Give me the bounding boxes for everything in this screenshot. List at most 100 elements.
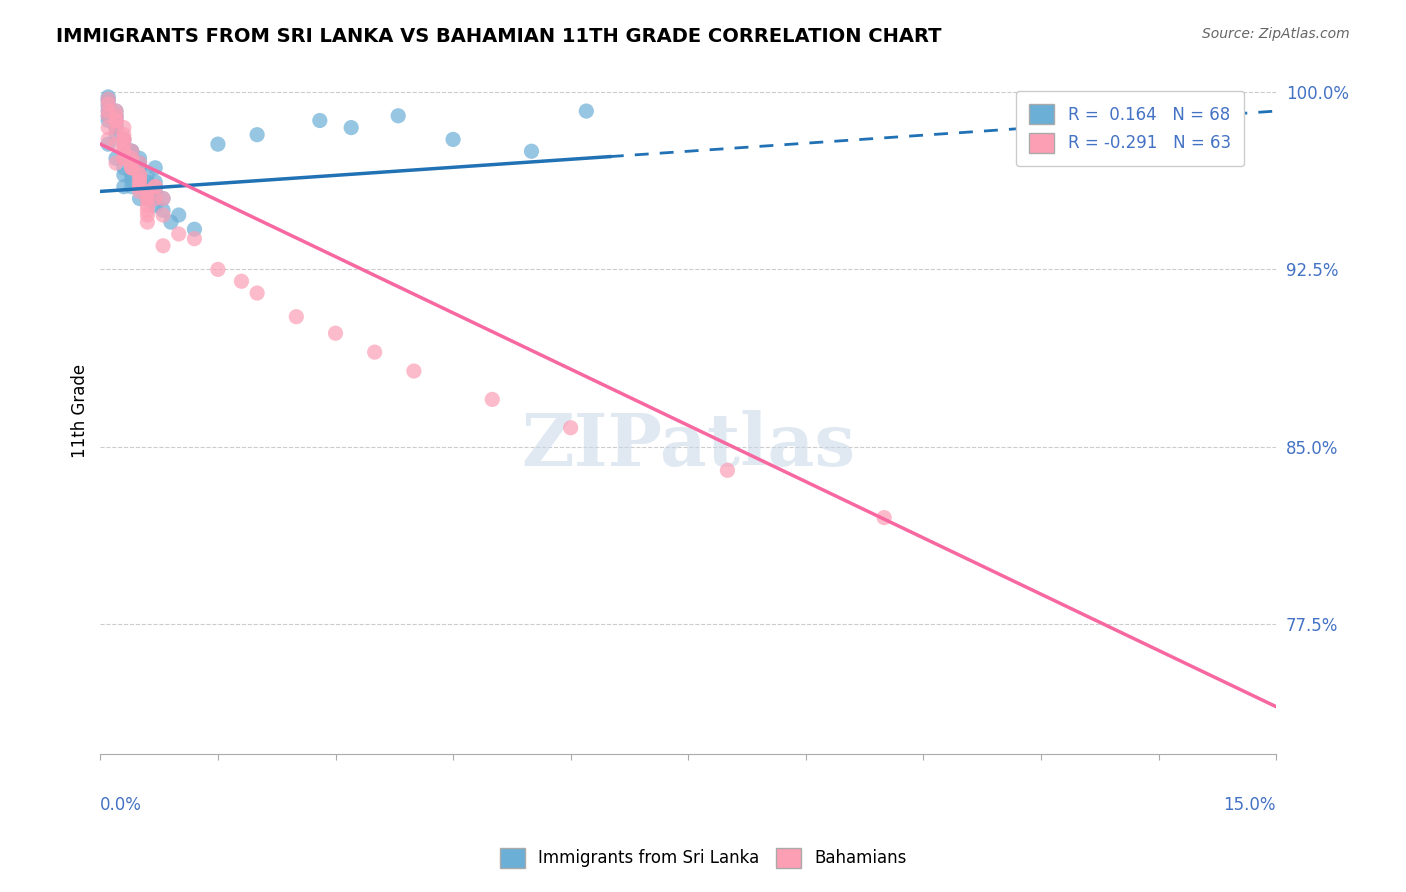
Point [112, 161, 135, 175]
Point [105, 111, 128, 125]
Point [285, 310, 308, 324]
Point [231, 274, 253, 288]
Point [128, 152, 150, 166]
Point [121, 156, 143, 170]
Point [97, 132, 120, 146]
Point [105, 152, 128, 166]
Point [112, 152, 135, 166]
Point [128, 185, 150, 199]
Legend: Immigrants from Sri Lanka, Bahamians: Immigrants from Sri Lanka, Bahamians [494, 841, 912, 875]
Point [402, 364, 425, 378]
Point [97, 99, 120, 113]
Point [121, 145, 143, 159]
Point [152, 208, 174, 222]
Point [575, 104, 598, 119]
Point [128, 172, 150, 186]
Point [121, 172, 143, 186]
Point [387, 109, 409, 123]
Point [716, 463, 738, 477]
Point [121, 156, 143, 170]
Point [112, 132, 135, 146]
Point [167, 208, 190, 222]
Point [136, 175, 159, 189]
Point [97, 92, 120, 106]
Point [105, 109, 128, 123]
Point [105, 104, 128, 119]
Point [136, 185, 159, 199]
Point [143, 179, 166, 194]
Point [308, 113, 330, 128]
Point [143, 198, 166, 212]
Point [112, 120, 135, 135]
Point [183, 222, 205, 236]
Point [112, 145, 135, 159]
Point [136, 185, 159, 199]
Point [112, 168, 135, 182]
Point [136, 185, 159, 199]
Point [121, 161, 143, 175]
Point [136, 179, 159, 194]
Point [97, 97, 120, 112]
Text: 0.0%: 0.0% [100, 797, 142, 814]
Point [136, 208, 159, 222]
Point [112, 132, 135, 146]
Point [121, 145, 143, 159]
Point [105, 113, 128, 128]
Text: ZIPatlas: ZIPatlas [522, 410, 855, 481]
Point [112, 152, 135, 166]
Point [167, 227, 190, 241]
Point [105, 120, 128, 135]
Point [183, 232, 205, 246]
Point [207, 262, 229, 277]
Point [112, 137, 135, 152]
Point [143, 192, 166, 206]
Point [143, 175, 166, 189]
Point [340, 120, 363, 135]
Point [112, 128, 135, 142]
Point [105, 113, 128, 128]
Point [128, 192, 150, 206]
Legend: R =  0.164   N = 68, R = -0.291   N = 63: R = 0.164 N = 68, R = -0.291 N = 63 [1017, 91, 1244, 166]
Point [121, 156, 143, 170]
Point [105, 120, 128, 135]
Point [152, 239, 174, 253]
Point [363, 345, 385, 359]
Point [105, 116, 128, 130]
Point [112, 132, 135, 146]
Point [128, 168, 150, 182]
Text: 15.0%: 15.0% [1223, 797, 1277, 814]
Point [128, 172, 150, 186]
Point [128, 175, 150, 189]
Point [143, 179, 166, 194]
Point [246, 286, 269, 301]
Point [152, 192, 174, 206]
Point [105, 104, 128, 119]
Point [128, 168, 150, 182]
Point [128, 161, 150, 175]
Point [136, 203, 159, 218]
Point [97, 109, 120, 123]
Point [121, 145, 143, 159]
Point [112, 179, 135, 194]
Point [112, 152, 135, 166]
Point [112, 137, 135, 152]
Point [143, 161, 166, 175]
Point [112, 145, 135, 159]
Point [128, 179, 150, 194]
Point [143, 192, 166, 206]
Point [560, 421, 582, 435]
Point [97, 95, 120, 109]
Point [160, 215, 183, 229]
Point [128, 156, 150, 170]
Point [441, 132, 464, 146]
Point [97, 120, 120, 135]
Text: Source: ZipAtlas.com: Source: ZipAtlas.com [1202, 27, 1350, 41]
Point [97, 104, 120, 119]
Point [520, 145, 543, 159]
Point [105, 120, 128, 135]
Point [136, 192, 159, 206]
Point [136, 215, 159, 229]
Y-axis label: 11th Grade: 11th Grade [72, 364, 89, 458]
Point [128, 168, 150, 182]
Point [128, 156, 150, 170]
